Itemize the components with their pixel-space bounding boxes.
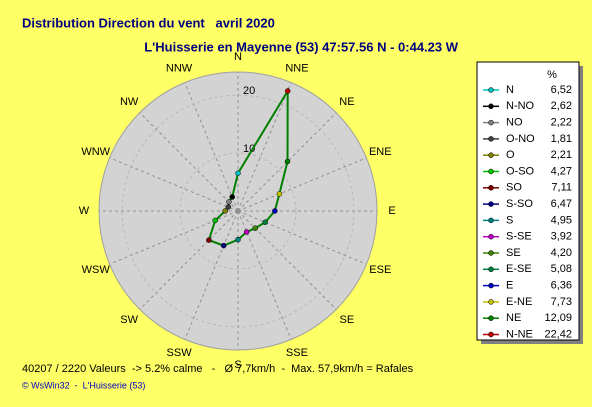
legend-marker	[488, 185, 494, 191]
point	[235, 170, 241, 176]
point	[262, 219, 268, 226]
direction-label: NNE	[285, 63, 308, 75]
direction-label: E	[388, 205, 395, 217]
point	[243, 229, 250, 235]
direction-label: NNW	[166, 63, 193, 75]
legend-marker	[488, 299, 494, 305]
direction-label: SE	[340, 314, 355, 326]
grid-ring	[121, 94, 355, 328]
legend-label: N	[506, 84, 514, 96]
point	[276, 191, 283, 197]
legend-label: O-NO	[506, 133, 535, 145]
r-tick-label: 20	[243, 85, 255, 97]
legend-label: SE	[506, 247, 521, 259]
legend-label: S	[506, 214, 513, 226]
direction-label: ENE	[369, 146, 392, 158]
legend-value: 7,73	[551, 296, 572, 308]
legend-marker	[488, 168, 494, 175]
legend-label: N-NE	[506, 328, 533, 340]
legend-marker	[488, 152, 494, 158]
legend-value: 6,52	[551, 84, 572, 96]
legend-value: 7,11	[551, 182, 572, 194]
legend-value: 1,81	[551, 133, 572, 145]
legend-value: 4,20	[551, 247, 572, 259]
legend-value: 3,92	[551, 231, 572, 243]
legend-value: 4,27	[551, 165, 572, 177]
legend-marker	[488, 103, 494, 110]
direction-label: ESE	[369, 264, 391, 276]
direction-label: N	[234, 51, 242, 63]
point	[225, 204, 232, 210]
point	[252, 225, 258, 231]
legend-value: 12,09	[544, 312, 572, 324]
spoke	[237, 157, 367, 212]
legend-marker	[488, 315, 494, 321]
r-tick-label: 10	[243, 143, 255, 155]
legend-label: O-SO	[506, 165, 535, 177]
legend-label: E-NE	[506, 296, 532, 308]
legend-marker	[488, 136, 494, 142]
point	[220, 242, 227, 249]
direction-label: SW	[120, 314, 138, 326]
legend-marker	[488, 331, 494, 338]
legend-value: 2,62	[551, 100, 572, 112]
direction-label: SSE	[286, 347, 308, 359]
legend-marker	[488, 119, 494, 126]
credit: © WsWin32 - L'Huisserie (53)	[22, 380, 145, 390]
legend-box	[476, 61, 580, 341]
point	[222, 208, 228, 214]
direction-label: NE	[339, 96, 354, 108]
direction-label: WNW	[81, 146, 110, 158]
legend-label: S-SO	[506, 198, 533, 210]
legend-label: S-SE	[506, 231, 532, 243]
point	[229, 194, 235, 200]
direction-label: NW	[120, 96, 139, 108]
direction-label: SSW	[167, 347, 193, 359]
spoke	[237, 210, 367, 265]
chart-subtitle: L'Huisserie en Mayenne (53) 47:57.56 N -…	[144, 39, 459, 54]
point	[284, 158, 291, 165]
legend-label: SO	[506, 182, 522, 194]
grid-ring	[179, 152, 297, 270]
direction-label: WSW	[82, 264, 111, 276]
footer: 40207 / 2220 Valeurs -> 5.2% calme - Ø 7…	[22, 363, 414, 375]
direction-label: S	[234, 359, 241, 371]
legend-marker	[488, 282, 494, 289]
legend-marker	[488, 217, 494, 224]
point	[226, 199, 232, 205]
legend-label: NO	[506, 117, 523, 129]
point	[235, 236, 241, 243]
legend-marker	[488, 87, 494, 93]
legend-label: E-SE	[506, 263, 532, 275]
spoke	[184, 210, 239, 340]
spoke	[139, 112, 239, 212]
legend-marker	[488, 250, 494, 256]
legend-header: %	[547, 69, 557, 81]
legend-value: 6,36	[551, 280, 572, 292]
point	[212, 217, 218, 224]
legend-marker	[488, 201, 494, 207]
legend-value: 2,22	[551, 117, 572, 129]
point	[284, 88, 291, 94]
point	[272, 208, 278, 214]
legend-marker	[488, 266, 494, 273]
legend-value: 4,95	[551, 214, 572, 226]
legend-label: O	[506, 149, 515, 161]
legend-marker	[488, 233, 494, 240]
legend-value: 2,21	[551, 149, 572, 161]
chart-title: Distribution Direction du vent avril 202…	[22, 15, 275, 30]
legend-value: 5,08	[551, 263, 572, 275]
legend-label: E	[506, 280, 513, 292]
legend-value: 22,42	[544, 328, 572, 340]
legend-value: 6,47	[551, 198, 572, 210]
point	[206, 237, 212, 243]
legend-label: NE	[506, 312, 521, 324]
legend-label: N-NO	[506, 100, 535, 112]
direction-label: W	[79, 205, 90, 217]
spoke	[237, 210, 292, 340]
